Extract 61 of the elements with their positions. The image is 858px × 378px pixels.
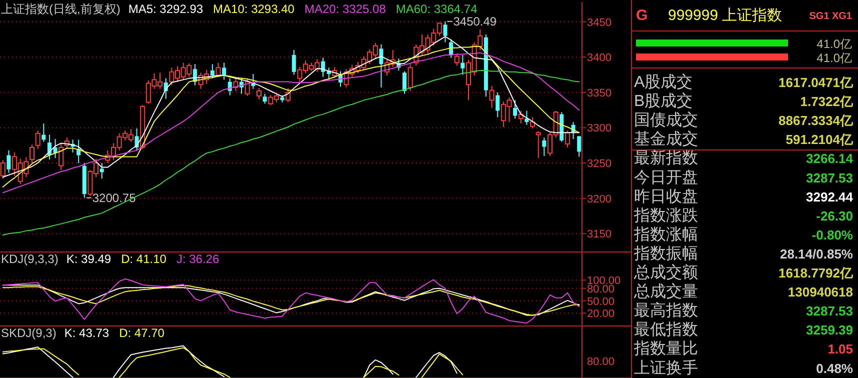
- text: 8867.3334亿: [778, 113, 853, 128]
- text: MA10: 3293.40: [213, 2, 295, 16]
- series-label: K: 43.73: [64, 326, 110, 340]
- data-label: 41.0亿: [816, 37, 852, 51]
- text: 591.2104亿: [786, 132, 853, 148]
- text: -0.80%: [812, 227, 853, 242]
- category-label: 最新指数: [634, 149, 698, 168]
- text: 3259.39: [806, 322, 853, 338]
- text: 1618.7792亿: [778, 266, 853, 280]
- series-label: D: 41.10: [121, 252, 167, 266]
- text: 1617.0471亿: [778, 75, 853, 90]
- series-label: J: 36.26: [176, 252, 220, 266]
- category-label: 指数涨幅: [633, 225, 698, 244]
- category-label: B股成交: [634, 92, 693, 110]
- category-label: 总成交额: [633, 264, 698, 282]
- category-label: 昨日收盘: [634, 188, 698, 206]
- y-tick-label: 3450: [587, 16, 612, 29]
- text: -26.30: [816, 208, 853, 224]
- category-label: 基金成交: [634, 130, 698, 148]
- text: SG1 XG1: [809, 11, 852, 22]
- category-label: 指数振幅: [633, 244, 698, 262]
- text: 3266.14: [806, 151, 853, 166]
- chart-title: 上证指数(日线,前复权): [1, 2, 120, 16]
- series-label: D: 47.70: [119, 326, 165, 340]
- category-label: A股成交: [634, 73, 693, 91]
- text: G: [636, 7, 648, 24]
- category-label: 国债成交: [634, 111, 698, 130]
- category-label: 上证换手: [634, 358, 698, 377]
- data-label: 41.0亿: [816, 51, 852, 65]
- y-tick-label: 3200: [587, 193, 612, 206]
- text: 1.7322亿: [800, 94, 853, 110]
- y-tick-label: 3250: [587, 158, 612, 170]
- chart-title: KDJ(9,3,3): [1, 252, 58, 266]
- y-tick-label: 3400: [587, 52, 612, 64]
- chart-title: SKDJ(9,3): [1, 326, 56, 340]
- text: 0.48%: [816, 360, 853, 376]
- category-label: 最低指数: [634, 320, 698, 339]
- y-tick-label: 20.00: [587, 308, 615, 320]
- chart-title: 999999 上证指数: [668, 7, 782, 24]
- category-label: 指数涨跌: [633, 206, 698, 224]
- text: MA20: 3325.08: [304, 2, 386, 16]
- text: 130940618: [788, 284, 853, 300]
- text: 3287.53: [806, 304, 853, 319]
- text: MA5: 3292.93: [128, 2, 204, 16]
- y-tick-label: 3150: [587, 228, 612, 241]
- category-label: 最高指数: [634, 302, 698, 320]
- category-label: 总成交量: [633, 282, 698, 301]
- category-label: 今日开盘: [634, 169, 698, 186]
- y-tick-label: 50.00: [587, 296, 615, 308]
- text: MA60: 3364.74: [396, 2, 478, 16]
- y-tick-label: 3300: [587, 122, 612, 135]
- category-label: 指数量比: [633, 340, 698, 358]
- text: 3292.44: [806, 189, 853, 204]
- text: 28.14/0.85%: [780, 246, 853, 262]
- annotation: 3200.75: [92, 190, 136, 205]
- y-tick-label: 3350: [587, 87, 612, 100]
- series-label: K: 39.49: [66, 252, 112, 266]
- text: 3287.53: [806, 170, 853, 186]
- text: 1.05: [828, 342, 853, 357]
- annotation: 3450.49: [453, 14, 497, 28]
- line-series: [2, 278, 580, 324]
